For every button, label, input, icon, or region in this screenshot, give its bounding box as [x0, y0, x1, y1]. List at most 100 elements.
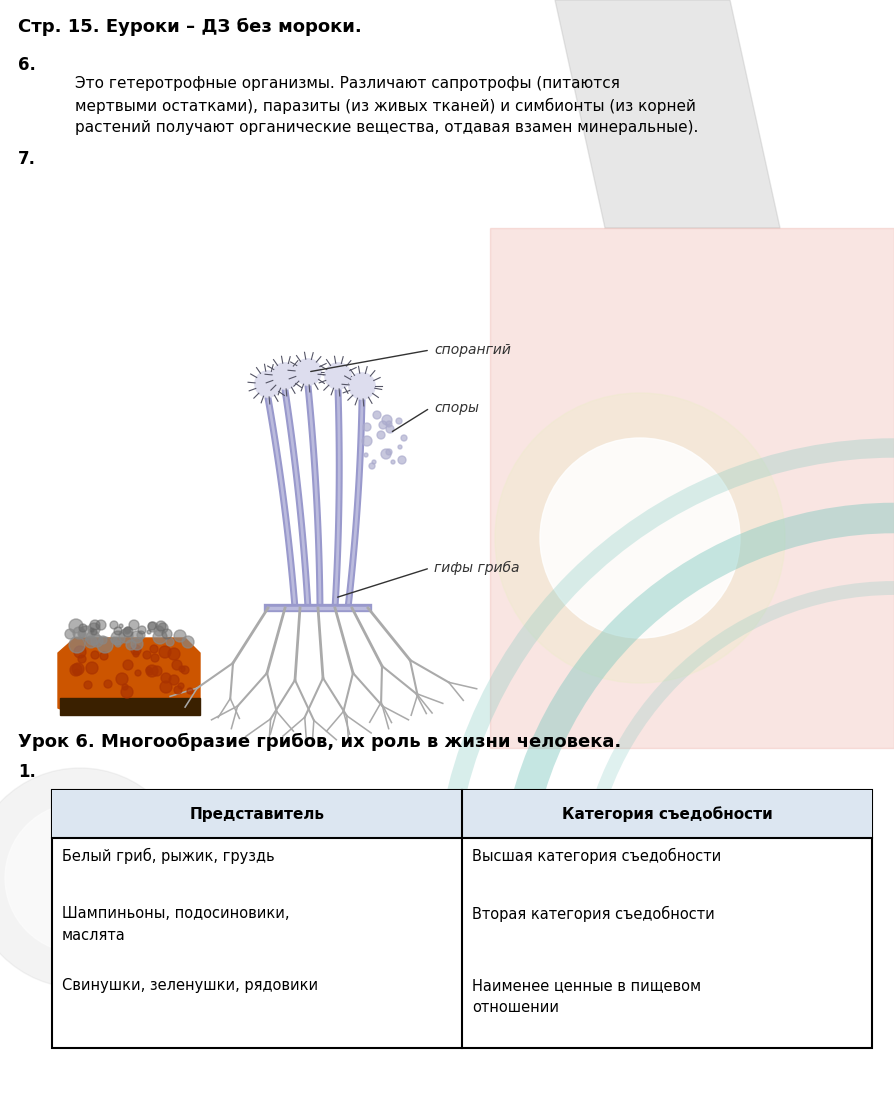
Circle shape [148, 621, 156, 630]
Text: Представитель: Представитель [190, 807, 325, 821]
Circle shape [78, 630, 86, 638]
Text: 7.: 7. [18, 150, 36, 168]
Text: растений получают органические вещества, отдавая взамен минеральные).: растений получают органические вещества,… [75, 120, 698, 135]
Polygon shape [60, 698, 200, 715]
Circle shape [85, 636, 97, 648]
Circle shape [364, 453, 368, 457]
Circle shape [151, 654, 159, 662]
Circle shape [90, 628, 94, 632]
Text: 6.: 6. [18, 56, 36, 74]
Circle shape [135, 670, 141, 676]
Circle shape [90, 620, 100, 630]
Circle shape [386, 421, 392, 427]
Circle shape [88, 623, 100, 635]
Circle shape [169, 675, 179, 685]
Circle shape [69, 637, 85, 653]
Circle shape [187, 688, 193, 694]
Circle shape [131, 631, 143, 643]
Circle shape [372, 460, 376, 464]
Text: Урок 6. Многообразие грибов, их роль в жизни человека.: Урок 6. Многообразие грибов, их роль в ж… [18, 733, 621, 751]
Circle shape [129, 620, 139, 630]
Circle shape [74, 669, 80, 675]
Circle shape [146, 666, 152, 673]
Circle shape [123, 627, 133, 637]
Circle shape [91, 635, 103, 647]
Circle shape [111, 631, 125, 645]
Circle shape [158, 623, 168, 634]
Circle shape [152, 666, 162, 676]
Circle shape [119, 624, 123, 628]
Circle shape [124, 628, 130, 634]
Circle shape [133, 651, 139, 657]
Circle shape [182, 636, 194, 648]
Circle shape [396, 418, 402, 424]
Circle shape [123, 660, 133, 670]
Circle shape [111, 637, 117, 643]
Circle shape [150, 645, 158, 653]
Circle shape [121, 686, 133, 698]
Circle shape [161, 673, 171, 683]
Circle shape [325, 363, 351, 389]
Circle shape [96, 620, 106, 630]
Circle shape [100, 652, 108, 660]
Text: споры: споры [434, 401, 479, 415]
Circle shape [178, 683, 184, 690]
Circle shape [398, 445, 402, 449]
Circle shape [168, 648, 180, 660]
Circle shape [119, 629, 133, 643]
Text: Стр. 15. Еуроки – ДЗ без мороки.: Стр. 15. Еуроки – ДЗ без мороки. [18, 18, 362, 36]
Circle shape [143, 651, 151, 659]
Circle shape [166, 638, 174, 646]
Text: 1.: 1. [18, 763, 36, 781]
Circle shape [79, 624, 87, 632]
Circle shape [91, 651, 99, 659]
Circle shape [156, 621, 166, 631]
Circle shape [138, 626, 146, 634]
Circle shape [272, 363, 298, 389]
Circle shape [125, 627, 131, 634]
Circle shape [369, 463, 375, 469]
Circle shape [146, 665, 158, 677]
Circle shape [386, 425, 394, 433]
Circle shape [363, 423, 371, 432]
Circle shape [115, 641, 121, 647]
Text: Высшая категория съедобности: Высшая категория съедобности [472, 848, 721, 864]
Circle shape [114, 627, 122, 635]
Text: Свинушки, зеленушки, рядовики: Свинушки, зеленушки, рядовики [62, 978, 318, 993]
Text: спорангий: спорангий [434, 343, 510, 357]
Polygon shape [490, 228, 894, 748]
Text: Белый гриб, рыжик, груздь: Белый гриб, рыжик, груздь [62, 848, 274, 864]
Circle shape [382, 415, 392, 425]
Text: Шампиньоны, подосиновики,
маслята: Шампиньоны, подосиновики, маслята [62, 906, 290, 943]
Text: гифы гриба: гифы гриба [434, 561, 519, 575]
Circle shape [78, 656, 86, 663]
Text: Вторая категория съедобности: Вторая категория съедобности [472, 906, 714, 922]
Circle shape [97, 637, 113, 653]
Circle shape [147, 669, 153, 675]
Circle shape [379, 421, 387, 429]
Text: мертвыми остатками), паразиты (из живых тканей) и симбионты (из корней: мертвыми остатками), паразиты (из живых … [75, 98, 696, 114]
Circle shape [160, 681, 172, 693]
Polygon shape [58, 638, 200, 715]
Bar [52, 789, 872, 1047]
Circle shape [65, 629, 75, 639]
Circle shape [147, 630, 151, 634]
Circle shape [181, 666, 189, 674]
Circle shape [148, 621, 158, 632]
Bar [52, 789, 872, 838]
Circle shape [162, 629, 172, 639]
Circle shape [104, 680, 112, 688]
Circle shape [174, 686, 182, 694]
Circle shape [0, 768, 190, 988]
Circle shape [110, 621, 118, 629]
Circle shape [495, 393, 785, 683]
Circle shape [179, 666, 185, 672]
Circle shape [349, 373, 375, 399]
Circle shape [113, 637, 121, 645]
Polygon shape [555, 0, 780, 228]
Circle shape [126, 640, 136, 650]
Circle shape [116, 673, 128, 685]
Circle shape [5, 803, 155, 953]
Circle shape [131, 638, 143, 650]
Circle shape [84, 681, 92, 690]
